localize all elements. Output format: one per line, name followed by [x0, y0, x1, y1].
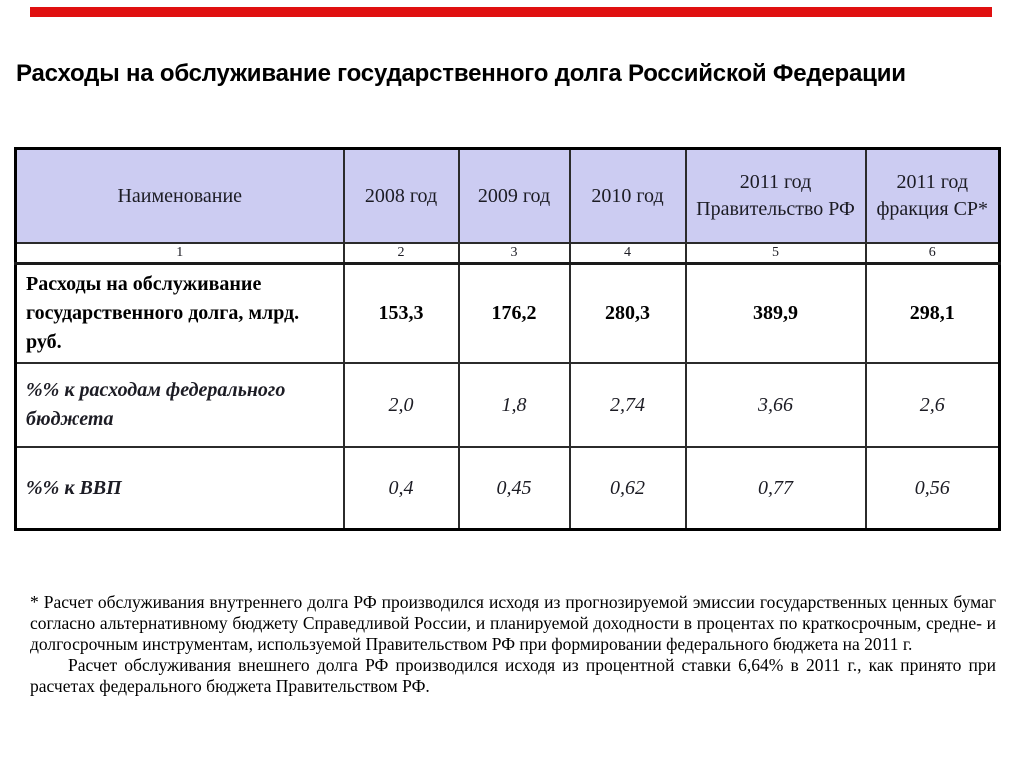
column-number: 2	[342, 242, 460, 265]
debt-expenses-table: Наименование 2008 год 2009 год 2010 год …	[14, 147, 1001, 531]
cell-value: 280,3	[568, 262, 687, 364]
header-cell-name: Наименование	[14, 147, 345, 244]
column-number: 1	[14, 242, 345, 265]
page-title: Расходы на обслуживание государственного…	[16, 60, 906, 87]
cell-value: 2,74	[568, 362, 687, 448]
table-header-row: Наименование 2008 год 2009 год 2010 год …	[14, 147, 1001, 244]
header-cell-2011-sr-fraction: 2011 год фракция СР*	[864, 147, 1001, 244]
header-cell-2009: 2009 год	[457, 147, 571, 244]
column-numbers-row: 1 2 3 4 5 6	[14, 242, 1001, 265]
footnote-paragraph-external-debt: Расчет обслуживания внешнего долга РФ пр…	[30, 655, 996, 696]
header-cell-2008: 2008 год	[342, 147, 460, 244]
cell-value: 153,3	[342, 262, 460, 364]
cell-value: 2,6	[864, 362, 1001, 448]
row-label: %% к расходам федерального бюджета	[14, 362, 345, 448]
cell-value: 0,77	[684, 446, 867, 531]
header-cell-2011-government: 2011 год Правительство РФ	[684, 147, 867, 244]
cell-value: 0,62	[568, 446, 687, 531]
cell-value: 389,9	[684, 262, 867, 364]
column-number: 6	[864, 242, 1001, 265]
column-number: 4	[568, 242, 687, 265]
cell-value: 2,0	[342, 362, 460, 448]
column-number: 5	[684, 242, 867, 265]
table-row-percent-of-budget: %% к расходам федерального бюджета 2,0 1…	[14, 362, 1001, 448]
row-label: Расходы на обслуживание государственного…	[14, 262, 345, 364]
cell-value: 176,2	[457, 262, 571, 364]
header-cell-2010: 2010 год	[568, 147, 687, 244]
table-row-debt-expenses: Расходы на обслуживание государственного…	[14, 262, 1001, 364]
column-number: 3	[457, 242, 571, 265]
footnote-paragraph-internal-debt: * Расчет обслуживания внутреннего долга …	[30, 592, 996, 654]
row-label: %% к ВВП	[14, 446, 345, 531]
cell-value: 0,45	[457, 446, 571, 531]
cell-value: 1,8	[457, 362, 571, 448]
cell-value: 0,4	[342, 446, 460, 531]
top-red-accent-bar	[30, 7, 992, 17]
cell-value: 3,66	[684, 362, 867, 448]
cell-value: 0,56	[864, 446, 1001, 531]
table-row-percent-of-gdp: %% к ВВП 0,4 0,45 0,62 0,77 0,56	[14, 446, 1001, 531]
cell-value: 298,1	[864, 262, 1001, 364]
footnote: * Расчет обслуживания внутреннего долга …	[30, 592, 996, 697]
